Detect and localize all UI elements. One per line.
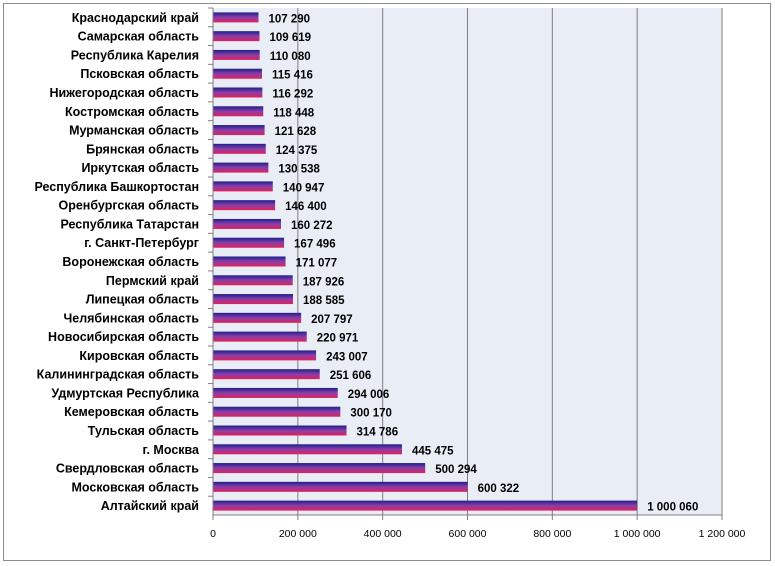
category-label: Алтайский край [101, 499, 199, 513]
bar [213, 331, 307, 342]
bar [213, 31, 260, 42]
category-label: Республика Татарстан [60, 217, 199, 231]
bar [213, 312, 302, 323]
category-label: Московская область [71, 480, 199, 494]
data-label: 140 947 [283, 182, 325, 194]
data-label: 109 619 [269, 32, 311, 44]
bar [213, 237, 285, 248]
category-label: Тульская область [88, 424, 200, 438]
category-label: Удмуртская Республика [51, 386, 200, 400]
value-labels: 107 290 109 619 110 080 115 416 116 292 118 4… [269, 13, 699, 513]
data-label: 220 971 [317, 333, 359, 345]
bar [213, 87, 263, 98]
category-label: Мурманская область [69, 124, 199, 138]
data-label: 124 375 [276, 145, 318, 157]
data-label: 171 077 [296, 258, 338, 270]
bar [213, 256, 286, 267]
bar [213, 350, 317, 361]
bar [213, 294, 293, 305]
category-label: г. Санкт-Петербург [84, 236, 199, 250]
x-tick-label: 200 000 [279, 528, 317, 540]
category-label: Кемеровская область [64, 405, 199, 419]
x-tick-label: 800 000 [533, 528, 571, 540]
category-label: Костромская область [65, 105, 199, 119]
axes [212, 8, 722, 516]
data-label: 130 538 [278, 164, 320, 176]
category-label: Кировская область [79, 349, 199, 363]
bar [213, 218, 281, 229]
bar [213, 444, 402, 455]
bar [213, 12, 259, 23]
x-tick-label: 400 000 [364, 528, 402, 540]
category-label: Липецкая область [86, 293, 200, 307]
gridlines [297, 8, 723, 515]
bar [213, 200, 276, 211]
category-label: Калининградская область [37, 368, 200, 382]
x-tick-label: 600 000 [449, 528, 487, 540]
category-label: Самарская область [78, 30, 200, 44]
data-label: 107 290 [269, 13, 311, 25]
category-label: г. Москва [143, 443, 201, 457]
data-label: 1 000 060 [647, 502, 698, 514]
data-label: 445 475 [412, 445, 454, 457]
bar [213, 387, 338, 398]
category-labels: Краснодарский край Самарская область Респу… [34, 7, 213, 513]
bar [213, 500, 638, 511]
category-label: Свердловская область [56, 462, 199, 476]
data-label: 115 416 [272, 70, 313, 82]
x-axis-ticks: 0 200 000 400 000 600 000 800 000 1 000 000 1 … [210, 515, 746, 540]
bar [213, 49, 260, 60]
bar [213, 275, 293, 286]
category-label: Республика Башкортостан [34, 180, 199, 194]
data-label: 314 786 [357, 427, 399, 439]
x-tick-label: 0 [210, 528, 216, 540]
data-label: 121 628 [275, 126, 317, 138]
category-label: Новосибирская область [48, 330, 199, 344]
category-label: Псковская область [80, 67, 199, 81]
data-label: 294 006 [348, 389, 390, 401]
bar [213, 369, 320, 380]
bar [213, 463, 426, 474]
category-label: Оренбургская область [58, 199, 199, 213]
category-label: Республика Карелия [71, 48, 199, 62]
category-label: Челябинская область [63, 311, 199, 325]
data-label: 243 007 [326, 351, 368, 363]
data-label: 110 080 [270, 51, 311, 63]
bar [213, 125, 265, 136]
category-label: Нижегородская область [49, 86, 199, 100]
category-label: Краснодарский край [72, 11, 199, 25]
category-label: Пермский край [106, 274, 199, 288]
data-label: 118 448 [273, 107, 315, 119]
data-label: 300 170 [350, 408, 392, 420]
bar [213, 68, 262, 79]
category-label: Брянская область [86, 142, 199, 156]
bar [213, 481, 468, 492]
data-label: 160 272 [291, 220, 333, 232]
data-label: 116 292 [272, 89, 313, 101]
data-label: 207 797 [311, 314, 353, 326]
data-label: 187 926 [303, 276, 345, 288]
bar [213, 181, 273, 192]
bar [213, 425, 347, 436]
bar [213, 406, 341, 417]
data-label: 188 585 [303, 295, 345, 307]
x-tick-label: 1 000 000 [614, 528, 661, 540]
data-label: 146 400 [285, 201, 327, 213]
x-tick-label: 1 200 000 [699, 528, 746, 540]
data-label: 251 606 [330, 370, 372, 382]
data-label: 600 322 [478, 483, 520, 495]
category-label: Воронежская область [62, 255, 199, 269]
category-label: Иркутская область [81, 161, 199, 175]
bars [213, 12, 638, 511]
bar [213, 162, 269, 173]
data-label: 167 496 [294, 239, 336, 251]
bar [213, 106, 264, 117]
bar [213, 143, 266, 154]
data-label: 500 294 [435, 464, 477, 476]
